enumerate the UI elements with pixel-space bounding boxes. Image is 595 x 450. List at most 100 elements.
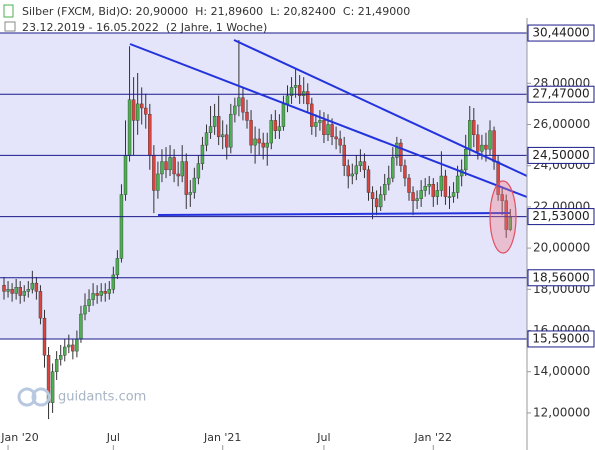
candle-body <box>391 157 395 179</box>
level-box <box>527 269 595 287</box>
candle-body <box>346 165 350 177</box>
candle-body <box>488 130 492 150</box>
candle-body <box>18 287 22 296</box>
icon <box>4 21 16 32</box>
x-tick-label: Jul <box>316 431 330 444</box>
candle-body <box>200 144 205 164</box>
candle-body <box>152 155 156 191</box>
candle-body <box>370 192 375 199</box>
candle-body <box>318 120 322 123</box>
candle-body <box>71 344 75 352</box>
candle-body <box>326 124 330 136</box>
candle-body <box>216 116 221 138</box>
x-tick-label: Jan '21 <box>203 431 241 444</box>
candle-body <box>306 91 310 105</box>
candle-body <box>176 173 180 177</box>
candle-body <box>439 175 444 191</box>
candle-body <box>427 184 431 187</box>
candle-body <box>34 282 39 292</box>
candle-body <box>87 299 91 306</box>
candle-body <box>480 144 484 152</box>
candle-body <box>164 161 168 171</box>
candle-body <box>399 142 403 166</box>
candle-body <box>253 138 257 146</box>
candle-body <box>484 144 488 150</box>
candle-body <box>184 161 188 195</box>
candle-body <box>6 289 10 292</box>
candle-body <box>139 103 144 109</box>
candle-body <box>119 194 124 259</box>
candle-body <box>237 97 241 107</box>
level-label: 30,44000 <box>532 26 589 40</box>
trend-line <box>233 39 528 177</box>
candle-body <box>123 155 128 195</box>
level-label: 24,50000 <box>532 148 589 162</box>
subtitle: 23.12.2019 - 16.05.2022 (2 Jahre, 1 Woch… <box>22 21 267 34</box>
candle-body <box>273 120 278 131</box>
level-label: 21,53000 <box>532 209 589 223</box>
y-tick-label: 20,00000 <box>533 241 590 255</box>
candle-body <box>144 107 148 115</box>
candle-body <box>160 161 164 175</box>
support-line <box>157 212 511 216</box>
candle-body <box>10 289 14 294</box>
candle-body <box>115 258 120 276</box>
candle-body <box>289 87 294 96</box>
candle-body <box>423 186 427 191</box>
candle-body <box>435 190 440 197</box>
candle-body <box>419 190 423 199</box>
candle-body <box>285 95 290 105</box>
level-box <box>527 208 595 226</box>
candle-body <box>180 161 184 177</box>
candle-body <box>83 305 87 315</box>
candle-body <box>42 317 47 356</box>
candle-body <box>196 163 201 179</box>
level-box <box>527 85 595 103</box>
candles <box>2 40 512 420</box>
candle-body <box>245 111 249 121</box>
candle-body <box>362 161 367 171</box>
candle-body <box>293 85 298 88</box>
candle-body <box>403 165 407 179</box>
logo-ring <box>17 387 37 407</box>
candle-body <box>383 184 387 195</box>
candle-body <box>233 105 237 115</box>
x-tick-label: Jan '22 <box>414 431 452 444</box>
candle-body <box>2 284 6 292</box>
candle-body <box>59 355 63 360</box>
candle-body <box>504 200 508 230</box>
candle-body <box>277 126 282 131</box>
candle-body <box>22 291 26 296</box>
candle-body <box>212 116 217 127</box>
candle-body <box>249 120 253 146</box>
level-box <box>527 330 595 348</box>
candle-body <box>131 99 136 121</box>
zone-band <box>0 33 527 339</box>
candle-body <box>281 103 286 127</box>
candle-body <box>411 192 415 201</box>
candle-body <box>204 132 209 146</box>
candle-body <box>26 289 30 292</box>
candle-body <box>464 149 468 171</box>
candle-body <box>314 122 318 127</box>
candle-body <box>431 184 435 197</box>
candle-body <box>257 138 261 144</box>
candle-body <box>302 91 306 96</box>
candle-body <box>135 103 140 121</box>
y-tick-label: 14,00000 <box>533 364 590 378</box>
candle-body <box>354 165 359 175</box>
candle-body <box>492 130 496 162</box>
candle-body <box>79 313 83 339</box>
candle-body <box>500 194 504 201</box>
candle-body <box>220 134 225 138</box>
candle-body <box>148 114 152 156</box>
candle-body <box>269 120 273 144</box>
candle-body <box>107 289 112 294</box>
candle-body <box>407 177 411 193</box>
candle-body <box>38 291 43 319</box>
candle-body <box>387 177 391 185</box>
candle-body <box>476 134 480 152</box>
level-box <box>527 146 595 164</box>
bands <box>0 33 527 339</box>
